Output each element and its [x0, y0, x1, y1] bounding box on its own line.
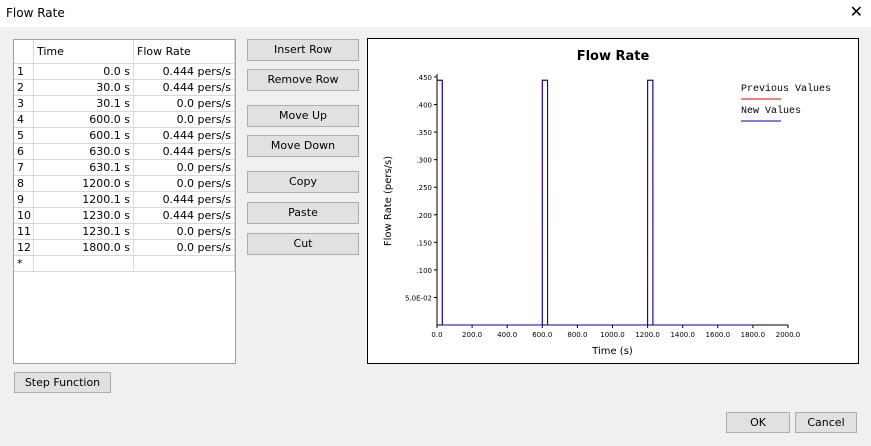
x-tick-label: 800.0	[567, 331, 587, 339]
table-cell[interactable]: 630.0 s	[34, 144, 134, 160]
table-cell[interactable]: 0.444 pers/s	[134, 144, 235, 160]
legend-label: New Values	[741, 105, 801, 117]
table-cell[interactable]: 0.0 pers/s	[134, 112, 235, 128]
step-function-button[interactable]: Step Function	[14, 372, 111, 393]
y-tick-label: .100	[416, 267, 432, 275]
table-cell[interactable]: 630.1 s	[34, 160, 134, 176]
row-number: 6	[14, 144, 34, 160]
chart-title: Flow Rate	[577, 49, 650, 64]
chart: Flow Rate Time (s) Flow Rate (pers/s) .450.…	[367, 38, 859, 364]
action-button[interactable]: Move Down	[247, 135, 359, 157]
y-tick-label: .200	[416, 212, 432, 220]
table-cell[interactable]: 0.0 pers/s	[134, 96, 235, 112]
x-tick-label: 1000.0	[600, 331, 625, 339]
chart-frame	[367, 38, 859, 364]
table-cell[interactable]: 600.1 s	[34, 128, 134, 144]
x-tick-label: 2000.0	[776, 331, 801, 339]
row-number: 5	[14, 128, 34, 144]
row-number: 3	[14, 96, 34, 112]
row-number: 7	[14, 160, 34, 176]
table-cell[interactable]: 30.1 s	[34, 96, 134, 112]
action-button[interactable]: Remove Row	[247, 69, 359, 91]
table-cell[interactable]: 1200.0 s	[34, 176, 134, 192]
y-tick-label: .250	[416, 184, 432, 192]
row-number: 11	[14, 224, 34, 240]
x-tick-label: 400.0	[497, 331, 517, 339]
row-number: 12	[14, 240, 34, 256]
table-cell[interactable]: 1230.0 s	[34, 208, 134, 224]
row-number: 2	[14, 80, 34, 96]
action-button[interactable]: Paste	[247, 202, 359, 224]
table-cell[interactable]: 0.0 pers/s	[134, 176, 235, 192]
table-cell[interactable]: 1200.1 s	[34, 192, 134, 208]
row-number: 9	[14, 192, 34, 208]
action-button[interactable]: Copy	[247, 171, 359, 193]
x-tick-label: 600.0	[532, 331, 552, 339]
table-cell[interactable]: 0.444 pers/s	[134, 128, 235, 144]
table-cell[interactable]: 600.0 s	[34, 112, 134, 128]
y-tick-label: .350	[416, 129, 432, 137]
row-number: 4	[14, 112, 34, 128]
action-button[interactable]: Insert Row	[247, 39, 359, 61]
table-cell[interactable]: 0.444 pers/s	[134, 64, 235, 80]
action-button[interactable]: Move Up	[247, 105, 359, 127]
x-tick-label: 1800.0	[741, 331, 766, 339]
table-cell[interactable]: 0.444 pers/s	[134, 208, 235, 224]
table-cell[interactable]: 30.0 s	[34, 80, 134, 96]
row-number: 1	[14, 64, 34, 80]
action-button[interactable]: Cut	[247, 233, 359, 255]
x-tick-label: 0.0	[431, 331, 442, 339]
close-button[interactable]: ✕	[849, 2, 863, 21]
column-header: Flow Rate	[134, 40, 235, 64]
y-tick-label: .400	[416, 102, 432, 110]
y-tick-label: .450	[416, 74, 432, 82]
column-header: Time	[34, 40, 134, 64]
table-cell[interactable]: 1230.1 s	[34, 224, 134, 240]
table: Time Flow Rate 1 0.0 s 0.444 pers/s 2 30.0 s 0.…	[13, 39, 236, 364]
new-row[interactable]	[34, 256, 134, 272]
header-cell	[14, 40, 34, 64]
table-cell[interactable]: 0.444 pers/s	[134, 80, 235, 96]
table-cell[interactable]: 0.0 s	[34, 64, 134, 80]
table-cell[interactable]: 0.0 pers/s	[134, 224, 235, 240]
ok-button[interactable]: OK	[726, 412, 790, 433]
data-line	[437, 79, 753, 326]
y-tick-label: .300	[416, 157, 432, 165]
title-bar: Flow Rate ✕	[0, 0, 871, 27]
table-cell[interactable]: 0.444 pers/s	[134, 192, 235, 208]
row-number: 10	[14, 208, 34, 224]
table-cell[interactable]: 0.0 pers/s	[134, 240, 235, 256]
y-axis-label: Flow Rate (pers/s)	[383, 156, 394, 246]
y-tick-label: 5.0E-02	[405, 294, 432, 302]
x-tick-label: 1200.0	[635, 331, 660, 339]
legend-label: Previous Values	[741, 83, 831, 95]
x-tick-label: 1400.0	[670, 331, 695, 339]
x-tick-label: 200.0	[462, 331, 482, 339]
window-title: Flow Rate	[6, 6, 65, 20]
new-row-marker: *	[14, 256, 34, 272]
y-tick-label: .150	[416, 239, 432, 247]
table-cell[interactable]: 0.0 pers/s	[134, 160, 235, 176]
cancel-button[interactable]: Cancel	[795, 412, 857, 433]
x-tick-label: 1600.0	[706, 331, 731, 339]
x-axis-label: Time (s)	[591, 346, 633, 357]
new-row[interactable]	[134, 256, 235, 272]
table-cell[interactable]: 1800.0 s	[34, 240, 134, 256]
row-number: 8	[14, 176, 34, 192]
